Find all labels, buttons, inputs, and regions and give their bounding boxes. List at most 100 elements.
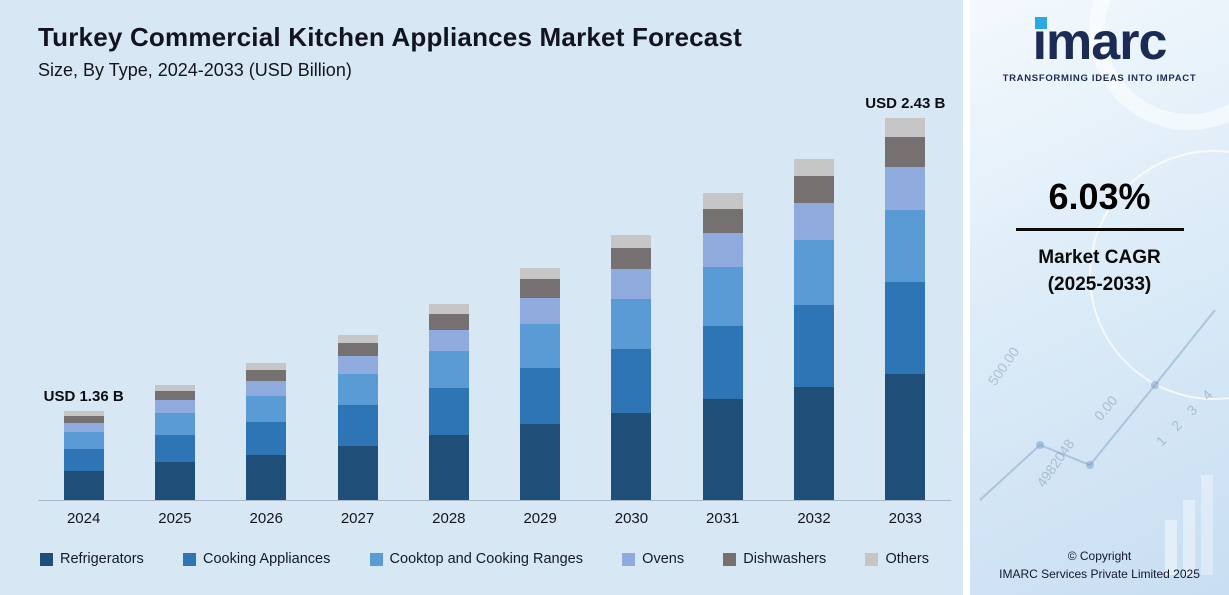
bar-segment-refrigerators: [794, 387, 835, 500]
imarc-logo: imarc TRANSFORMING IDEAS INTO IMPACT: [1003, 16, 1197, 84]
legend-item-ovens: Ovens: [622, 551, 684, 567]
bar-segment-refrigerators: [885, 373, 926, 500]
bar-segment-cooktop-and-cooking-ranges: [794, 240, 835, 305]
imarc-wordmark: imarc: [1032, 13, 1168, 71]
bar-segment-refrigerators: [611, 412, 652, 500]
stacked-bar-2033: [885, 118, 926, 500]
stacked-bar-2031: [702, 193, 743, 500]
legend-swatch: [723, 552, 737, 566]
legend-label: Cooktop and Cooking Ranges: [389, 551, 583, 567]
bar-segment-cooktop-and-cooking-ranges: [702, 267, 743, 326]
stacked-bar-2025: [154, 385, 195, 500]
stacked-bar-2029: [520, 268, 561, 500]
bar-segment-cooking-appliances: [246, 421, 287, 455]
chart-section: Turkey Commercial Kitchen Appliances Mar…: [0, 0, 963, 595]
bar-segment-refrigerators: [154, 462, 195, 500]
bar-segment-dishwashers: [885, 136, 926, 167]
legend-item-cooking-appliances: Cooking Appliances: [182, 551, 331, 567]
bar-column-2033: USD 2.43 B: [860, 95, 951, 500]
legend-label: Cooking Appliances: [202, 551, 331, 567]
bar-segment-cooktop-and-cooking-ranges: [885, 209, 926, 283]
bar-segment-refrigerators: [337, 445, 378, 500]
x-axis-label: 2028: [432, 510, 466, 527]
x-axis-labels: 2024 2025 2026 2027 2028 2029 2030 2031 2032 2033: [38, 501, 951, 527]
cagr-value: 6.03%: [1048, 176, 1151, 217]
bar-segment-ovens: [246, 380, 287, 396]
logo-accent-dot: [1034, 17, 1047, 29]
stacked-bar-2032: [794, 159, 835, 500]
legend-item-refrigerators: Refrigerators: [40, 551, 144, 567]
legend-swatch: [865, 552, 879, 566]
bar-segment-others: [246, 363, 287, 371]
stacked-bar-2027: [337, 335, 378, 500]
bar-segment-ovens: [611, 269, 652, 299]
stacked-bar-2026: [246, 363, 287, 500]
plot-area: USD 1.36 B USD 2.43 B: [38, 95, 951, 500]
legend: Refrigerators Cooking Appliances Cooktop a…: [38, 551, 951, 567]
bar-segment-dishwashers: [63, 415, 104, 423]
bar-segment-dishwashers: [520, 279, 561, 298]
bar-segment-others: [154, 385, 195, 391]
legend-swatch: [369, 552, 383, 566]
bar-segment-refrigerators: [702, 398, 743, 500]
stacked-bar-2030: [611, 235, 652, 500]
bar-column-2026: [221, 95, 312, 500]
copyright-line1: © Copyright: [1067, 549, 1132, 563]
bar-segment-dishwashers: [154, 390, 195, 400]
x-axis-label: 2025: [158, 510, 192, 527]
bar-segment-cooktop-and-cooking-ranges: [154, 412, 195, 435]
bar-segment-dishwashers: [337, 343, 378, 357]
logo-text: imarc: [1032, 13, 1168, 71]
cagr-block: 6.03% Market CAGR (2025-2033): [1015, 176, 1184, 298]
bar-segment-refrigerators: [520, 423, 561, 500]
bar-segment-cooktop-and-cooking-ranges: [428, 351, 469, 389]
bar-column-2032: [768, 95, 859, 500]
x-axis-label: 2032: [797, 510, 831, 527]
decorative-number: 1 2 3 4: [1152, 382, 1220, 450]
bar-segment-dishwashers: [702, 208, 743, 234]
bar-segment-ovens: [794, 202, 835, 241]
x-axis-label: 2027: [340, 510, 375, 527]
bar-segment-refrigerators: [428, 435, 469, 500]
stacked-bar-2028: [428, 304, 469, 500]
bar-column-2029: [494, 95, 585, 500]
bar-segment-ovens: [63, 422, 104, 433]
x-axis-label: 2031: [706, 510, 740, 527]
x-axis-label: 2033: [888, 510, 922, 527]
bar-segment-ovens: [337, 356, 378, 375]
bar-column-2027: [312, 95, 403, 500]
legend-swatch: [40, 552, 53, 566]
bar-segment-cooking-appliances: [63, 449, 104, 471]
bar-segment-cooktop-and-cooking-ranges: [246, 395, 287, 422]
bar-annotation: USD 1.36 B: [43, 388, 124, 405]
bar-column-2025: [129, 95, 220, 500]
bar-annotation: USD 2.43 B: [865, 95, 946, 112]
bar-column-2030: [586, 95, 677, 500]
bar-segment-dishwashers: [246, 370, 287, 381]
bar-segment-cooking-appliances: [794, 304, 835, 388]
chart-title: Turkey Commercial Kitchen Appliances Mar…: [38, 22, 742, 52]
bar-segment-cooking-appliances: [428, 388, 469, 436]
bar-segment-dishwashers: [611, 248, 652, 270]
bar-segment-ovens: [702, 233, 743, 268]
legend-swatch: [182, 552, 196, 566]
bar-segment-cooking-appliances: [702, 325, 743, 399]
bar-column-2028: [403, 95, 494, 500]
bar-column-2031: [677, 95, 768, 500]
bar-segment-cooking-appliances: [337, 405, 378, 446]
cagr-period: (2025-2033): [1047, 273, 1152, 295]
section-divider: [963, 0, 970, 595]
bar-segment-others: [428, 304, 469, 315]
bar-segment-others: [611, 235, 652, 249]
decorative-number: 500.00: [984, 343, 1023, 389]
bar-segment-ovens: [428, 329, 469, 352]
bar-segment-ovens: [154, 400, 195, 413]
bar-segment-others: [702, 193, 743, 209]
bar-segment-ovens: [520, 297, 561, 324]
x-axis-line: [38, 500, 951, 501]
decorative-number: 4982048: [1033, 436, 1078, 490]
x-axis-label: 2026: [249, 510, 283, 527]
bar-segment-cooktop-and-cooking-ranges: [63, 432, 104, 450]
bar-segment-dishwashers: [794, 175, 835, 203]
bar-segment-refrigerators: [63, 470, 104, 500]
